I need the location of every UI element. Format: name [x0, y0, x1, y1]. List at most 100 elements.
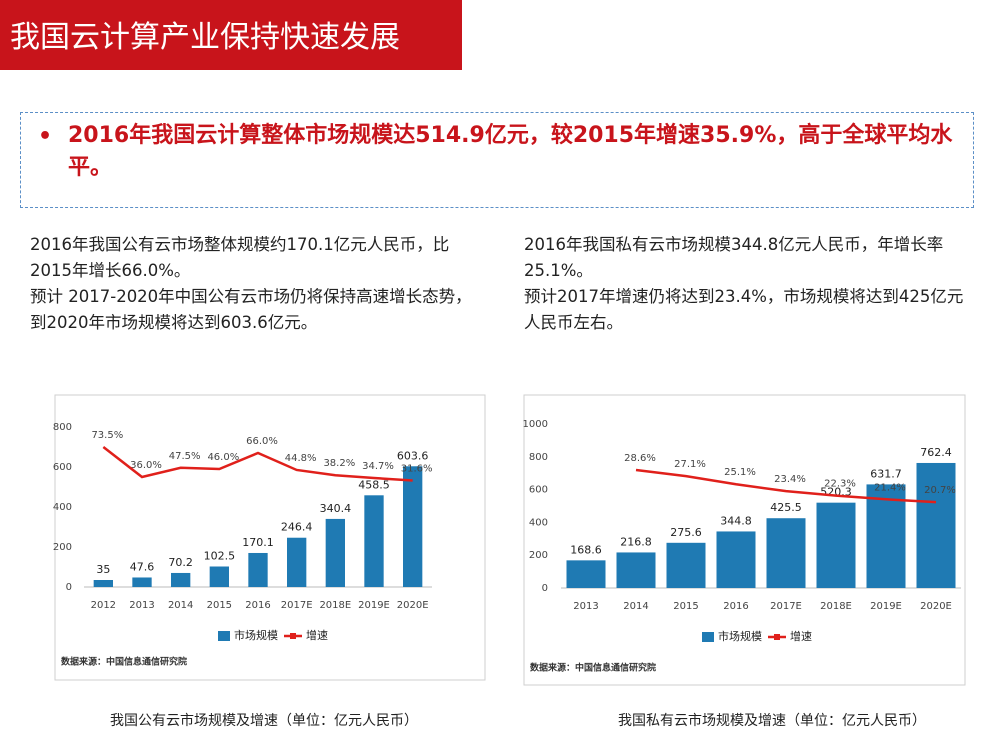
growth-line [635, 468, 937, 504]
bar-label: 520.3 [820, 486, 852, 499]
bar [816, 502, 856, 588]
title-bar [0, 0, 462, 70]
line-label: 20.7% [924, 485, 956, 496]
paragraph-right: 2016年我国私有云市场规模344.8亿元人民币，年增长率25.1%。 预计20… [524, 232, 964, 336]
paragraph: 预计2017年增速仍将达到23.4%，市场规模将达到425亿元人民币左右。 [524, 287, 964, 332]
growth-line [102, 446, 413, 482]
y-tick-label: 400 [529, 517, 548, 528]
bar-label: 340.4 [320, 502, 352, 515]
bar-label: 216.8 [620, 535, 652, 548]
line-label: 73.5% [91, 430, 123, 441]
y-tick-label: 600 [53, 462, 72, 473]
bar [916, 462, 956, 588]
bar [132, 577, 152, 587]
x-tick-label: 2017E [281, 600, 313, 611]
x-tick-label: 2016 [245, 600, 270, 611]
bar-label: 275.6 [670, 526, 702, 539]
x-tick-label: 2019E [870, 601, 902, 612]
y-tick-label: 600 [529, 485, 548, 496]
x-tick-label: 2017E [770, 601, 802, 612]
y-tick-label: 800 [529, 452, 548, 463]
paragraph: 2016年我国私有云市场规模344.8亿元人民币，年增长率25.1%。 [524, 235, 944, 280]
paragraph: 2016年我国公有云市场整体规模约170.1亿元人民币，比2015年增长66.0… [30, 235, 450, 280]
bar [93, 580, 113, 587]
bar-label: 762.4 [920, 446, 952, 459]
line-label: 34.7% [362, 461, 394, 472]
bar [364, 495, 384, 587]
chart-caption: 我国公有云市场规模及增速（单位：亿元人民币） [110, 713, 418, 729]
x-tick-label: 2013 [573, 601, 598, 612]
y-tick-label: 200 [53, 542, 72, 553]
bar-label: 168.6 [570, 543, 602, 556]
bar-label: 70.2 [168, 556, 193, 569]
y-tick-label: 1000 [523, 419, 548, 430]
line-label: 31.6% [401, 464, 433, 475]
bar [287, 537, 307, 587]
source-note: 数据来源：中国信息通信研究院 [530, 662, 656, 674]
x-tick-label: 2014 [623, 601, 648, 612]
bar-label: 458.5 [358, 478, 390, 491]
line-label: 25.1% [724, 467, 756, 478]
legend-label: 增速 [306, 628, 328, 642]
x-tick-label: 2016 [723, 601, 748, 612]
highlight-box [20, 112, 974, 208]
legend-swatch [774, 634, 780, 640]
bar [566, 560, 606, 588]
bar-label: 47.6 [130, 560, 155, 573]
bar [171, 572, 191, 587]
bar-label: 344.8 [720, 514, 752, 527]
x-tick-label: 2013 [129, 600, 154, 611]
y-tick-label: 0 [66, 582, 72, 593]
bar [866, 484, 906, 588]
bar [209, 566, 229, 587]
line-label: 28.6% [624, 453, 656, 464]
chart-frame [54, 394, 486, 681]
paragraph: 预计 2017-2020年中国公有云市场仍将保持高速增长态势，到2020年市场规… [30, 287, 472, 332]
line-label: 66.0% [246, 436, 278, 447]
bar [248, 552, 268, 587]
bar-label: 425.5 [770, 501, 802, 514]
y-tick-label: 800 [53, 422, 72, 433]
bullet-text: 2016年我国云计算整体市场规模达514.9亿元，较2015年增速35.9%，高… [68, 123, 953, 180]
bar [616, 552, 656, 588]
bullet-dot: • [38, 124, 53, 149]
legend-swatch [290, 633, 296, 639]
bar-label: 35 [96, 563, 110, 576]
legend-label: 增速 [790, 629, 812, 643]
x-tick-label: 2014 [168, 600, 193, 611]
bar-label: 102.5 [204, 550, 236, 563]
legend-swatch [702, 632, 714, 642]
legend-swatch [218, 631, 230, 641]
chart-frame [523, 394, 966, 686]
y-tick-label: 400 [53, 502, 72, 513]
line-label: 46.0% [207, 452, 239, 463]
x-tick-label: 2020E [397, 600, 429, 611]
x-tick-label: 2015 [673, 601, 698, 612]
bar [666, 542, 706, 588]
line-label: 23.4% [774, 474, 806, 485]
chart-caption: 我国私有云市场规模及增速（单位：亿元人民币） [618, 713, 926, 729]
slide-title: 我国云计算产业保持快速发展 [10, 20, 400, 55]
paragraph-left: 2016年我国公有云市场整体规模约170.1亿元人民币，比2015年增长66.0… [30, 232, 480, 336]
legend-label: 市场规模 [234, 628, 278, 642]
bar [403, 466, 423, 587]
x-tick-label: 2018E [319, 600, 351, 611]
line-label: 47.5% [169, 451, 201, 462]
legend-label: 市场规模 [718, 629, 762, 643]
bar-label: 170.1 [242, 536, 274, 549]
line-label: 44.8% [285, 453, 317, 464]
x-tick-label: 2019E [358, 600, 390, 611]
bar-label: 603.6 [397, 449, 429, 462]
y-tick-label: 0 [542, 583, 548, 594]
source-note: 数据来源：中国信息通信研究院 [61, 656, 187, 668]
line-label: 22.3% [824, 479, 856, 490]
bar-label: 631.7 [870, 467, 902, 480]
y-tick-label: 200 [529, 550, 548, 561]
x-tick-label: 2020E [920, 601, 952, 612]
line-label: 36.0% [130, 460, 162, 471]
x-tick-label: 2012 [91, 600, 116, 611]
bar [766, 518, 806, 588]
x-tick-label: 2015 [207, 600, 232, 611]
line-label: 21.4% [874, 482, 906, 493]
